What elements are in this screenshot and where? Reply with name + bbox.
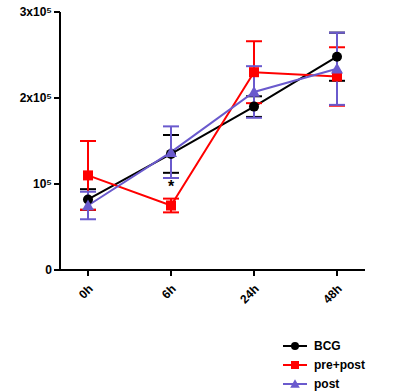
html-text:pre+post: pre+post bbox=[314, 357, 365, 372]
svg-text:24h: 24h bbox=[237, 282, 262, 307]
svg-text:0h: 0h bbox=[76, 282, 96, 302]
svg-text:6h: 6h bbox=[159, 282, 179, 302]
svg-text:2x10⁵: 2x10⁵ bbox=[20, 91, 52, 105]
svg-text:48h: 48h bbox=[320, 282, 345, 307]
svg-text:3x10⁵: 3x10⁵ bbox=[20, 5, 52, 19]
html-text:post: post bbox=[314, 376, 340, 391]
html-text:BCG: BCG bbox=[314, 338, 341, 353]
svg-text:10⁵: 10⁵ bbox=[33, 177, 52, 191]
svg-text:0: 0 bbox=[45, 263, 52, 277]
svg-text:*: * bbox=[168, 178, 175, 195]
